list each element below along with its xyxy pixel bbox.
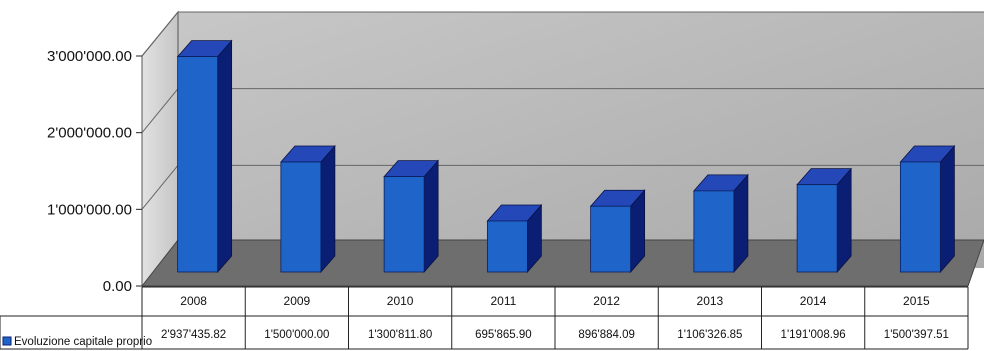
bar xyxy=(280,161,322,273)
category-label: 2014 xyxy=(800,294,827,308)
bar xyxy=(590,205,632,273)
chart-floor xyxy=(140,239,984,287)
category-label: 2013 xyxy=(697,294,724,308)
bar xyxy=(693,190,735,273)
gridline-side xyxy=(141,11,179,57)
y-tick-label: 0.00 xyxy=(103,278,132,295)
bar-side xyxy=(320,144,336,274)
category-label: 2008 xyxy=(180,294,207,308)
data-label: 1'500'000.00 xyxy=(264,329,329,341)
bar-side xyxy=(939,144,955,274)
bar xyxy=(486,220,528,273)
category-label: 2009 xyxy=(284,294,311,308)
bar xyxy=(796,184,838,273)
bar-side xyxy=(217,39,233,274)
data-table: Evoluzione capitale proprio 2008 2'937'43… xyxy=(0,286,969,350)
category-label: 2011 xyxy=(490,294,516,308)
chart-back-wall xyxy=(178,12,984,268)
category-label: 2015 xyxy=(903,294,930,308)
data-label: 1'106'326.85 xyxy=(677,329,742,341)
category-label: 2012 xyxy=(593,294,620,308)
y-tick-label: 1'000'000.00 xyxy=(47,201,132,218)
bar xyxy=(177,56,219,273)
y-axis: 0.00 1'000'000.00 2'000'000.00 3'000'000.00 xyxy=(47,48,142,295)
data-label: 896'884.09 xyxy=(578,329,635,341)
y-tick-label: 3'000'000.00 xyxy=(47,48,132,65)
bars xyxy=(176,39,956,274)
data-label: 1'500'397.51 xyxy=(884,329,949,341)
bar-side xyxy=(836,167,852,274)
gridline-side xyxy=(141,165,179,210)
bar xyxy=(899,161,941,273)
bar-side xyxy=(423,159,439,274)
data-label: 2'937'435.82 xyxy=(161,329,226,341)
gridline-side xyxy=(141,88,179,133)
data-label: 695'865.90 xyxy=(475,329,532,341)
category-label: 2010 xyxy=(387,294,414,308)
legend-swatch xyxy=(2,336,12,346)
y-tick-label: 2'000'000.00 xyxy=(47,125,132,142)
bar xyxy=(383,176,425,273)
bar-side xyxy=(733,173,749,274)
data-label: 1'300'811.80 xyxy=(368,329,432,341)
chart-side-wall xyxy=(141,10,179,287)
legend-label: Evoluzione capitale proprio xyxy=(14,336,152,348)
data-label: 1'191'008.96 xyxy=(781,329,846,341)
